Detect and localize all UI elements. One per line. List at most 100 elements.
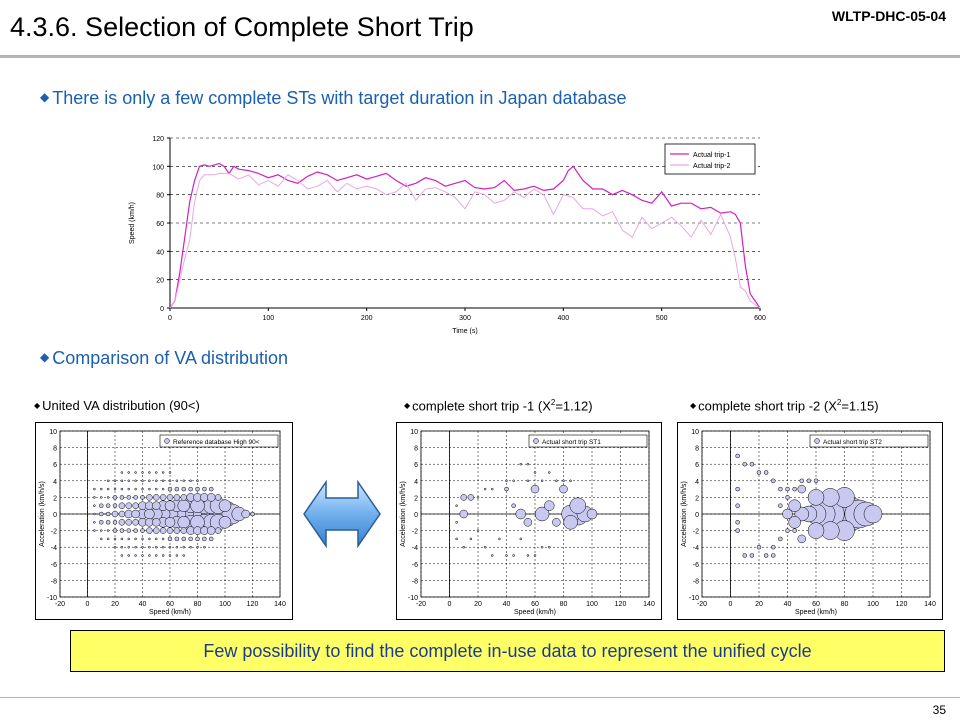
x-tick-label: 140 [924,601,936,608]
va-bubble [164,517,176,528]
va-bubble [455,504,458,507]
va-bubble [148,545,151,549]
y-tick-label: 2 [53,495,57,502]
va-bubble [119,528,125,533]
va-bubble [112,495,118,500]
va-bubble [533,471,537,474]
va-bubble [540,479,544,483]
va-bubble [155,487,158,491]
va-bubble [778,503,783,508]
va-bubble [196,545,199,549]
va-bubble [127,537,130,541]
va-bubble [106,487,110,491]
va-bubble [111,510,119,518]
x-tick-label: 100 [867,601,879,608]
va-bubble [120,537,124,541]
va-bubble [792,528,797,533]
x-tick-label: 100 [262,315,274,322]
va-bubble [113,545,117,549]
va-bubble [148,471,151,474]
va-bubble [505,554,508,557]
y-tick-label: -10 [47,595,57,602]
va-bubble [134,554,137,557]
y-tick-label: -6 [412,562,418,569]
va-bubble [483,545,487,549]
x-tick-label: 20 [474,601,482,608]
va-bubble [469,537,473,541]
va-bubble [161,554,165,557]
va-bubble [735,453,740,459]
va-bubble [120,554,124,557]
y-tick-label: 2 [695,495,699,502]
va-bubble [173,494,181,501]
legend-box [159,434,279,448]
y-axis-label: Acceleration (km/h/s) [681,481,688,547]
x-tick-label: 400 [557,315,569,322]
y-tick-label: 6 [414,462,418,469]
va-bubble [182,554,185,557]
x-tick-label: 200 [361,315,373,322]
legend-label: Actual trip-2 [693,163,730,170]
x-tick-label: 500 [656,315,668,322]
va-bubble [175,479,179,483]
x-tick-label: 40 [784,601,792,608]
va-bubble [177,499,190,512]
x-tick-label: 600 [754,315,766,322]
subtitle-st2: ◆ complete short trip -2 (X2=1.15) [690,398,879,414]
va-bubble [207,493,216,502]
va-bubble [533,554,537,557]
y-tick-label: 8 [414,446,418,453]
va-bubble [174,486,180,492]
diamond-bullet-icon: ◆ [404,401,411,411]
va-bubble [813,478,819,484]
va-bubble [218,516,232,529]
x-tick-label: 80 [194,601,202,608]
va-bubble [134,545,137,549]
va-bubble [555,479,558,483]
va-bubble [455,537,458,541]
va-bubble [519,462,522,466]
va-bubble [180,494,187,501]
va-bubble [127,545,130,549]
va-bubble [167,486,173,492]
va-bubble [209,486,214,492]
va-bubble [756,544,762,550]
y-tick-label: 0 [695,512,699,519]
va-bubble [189,545,192,549]
va-bubble [155,537,158,541]
va-bubble [148,487,151,491]
va-bubble [99,520,104,525]
bullet-target-duration: ◆ There is only a few complete STs with t… [40,88,627,109]
va-bubble [93,512,96,516]
va-bubble [467,494,475,501]
va-bubble [141,545,144,549]
va-bubble [161,471,165,474]
y-tick-label: -2 [693,529,699,536]
va-bubble [735,486,740,492]
va-bubble [526,554,530,557]
y-axis-label: Speed (km/h) [129,202,136,244]
va-bubble [168,545,172,549]
va-bubble [144,508,155,520]
va-bubble [788,499,801,512]
va-chart-st2: -10 -8 -6 -4 -2 0 2 4 6 8 10 -20 0 20 40 60 80 100 120 140 S… [677,422,943,620]
y-tick-label: 60 [156,221,164,228]
va-bubble [175,554,179,557]
va-bubble [552,518,561,527]
va-bubble [166,527,174,534]
va-bubble [177,516,190,529]
x-tick-label: 0 [168,315,172,322]
legend-box [528,434,648,448]
x-tick-label: 140 [274,601,286,608]
x-tick-label: 120 [896,601,908,608]
va-bubble [512,479,515,483]
va-bubble [188,486,193,492]
va-bubble [209,536,214,542]
va-bubble [505,479,508,483]
legend-box [809,434,929,448]
y-tick-label: 10 [49,429,57,436]
y-tick-label: 0 [160,306,164,313]
va-bubble [863,504,883,524]
va-bubble [127,471,130,474]
